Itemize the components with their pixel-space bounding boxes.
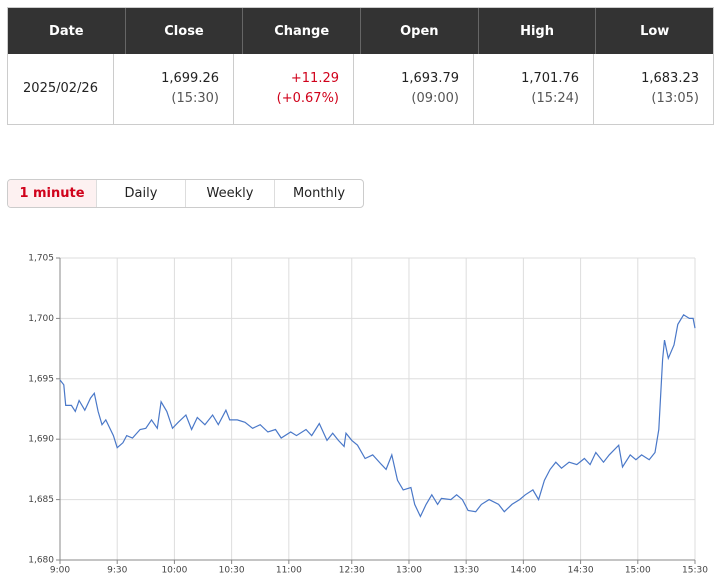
y-tick-label: 1,685 (28, 495, 54, 505)
data-cell: 1,693.79 (09:00) (353, 54, 473, 124)
x-tick-label: 14:30 (568, 566, 594, 576)
main-value: 1,699.26 (161, 71, 219, 86)
x-tick-label: 10:30 (219, 566, 245, 576)
tab[interactable]: Daily (96, 180, 185, 207)
x-tick-label: 13:00 (396, 566, 422, 576)
data-cell: 1,701.76 (15:24) (473, 54, 593, 124)
header-row: Date Close Change Open High Low (8, 8, 713, 54)
main-value: 2025/02/26 (23, 81, 98, 96)
x-tick-label: 15:30 (682, 566, 708, 576)
sub-value: (+0.67%) (276, 91, 339, 106)
header-cell: Open (360, 8, 478, 54)
tab[interactable]: Weekly (185, 180, 274, 207)
data-cell: 2025/02/26 (8, 54, 113, 124)
sub-value: (15:24) (531, 91, 579, 106)
x-tick-label: 9:00 (50, 566, 70, 576)
x-tick-label: 14:00 (510, 566, 536, 576)
header-cell: Date (49, 23, 84, 39)
chart: 1,680 1,685 1,690 1,695 1,700 1,705 9:00 9:30 10… (28, 254, 708, 576)
main-value: 1,701.76 (521, 71, 579, 86)
x-tick-label: 15:00 (625, 566, 651, 576)
tab[interactable]: Monthly (274, 180, 363, 207)
x-tick-label: 11:00 (276, 566, 302, 576)
y-tick-label: 1,680 (28, 556, 54, 566)
header-cell: High (477, 8, 596, 54)
main-value: 1,683.23 (641, 71, 699, 86)
x-tick-label: 12:30 (339, 566, 365, 576)
main-value: 1,693.79 (401, 71, 459, 86)
interval-tabs: 1 minute Daily Weekly Monthly (7, 179, 364, 208)
main-value: +11.29 (290, 71, 339, 86)
x-tick-label: 13:30 (453, 566, 479, 576)
price-line (59, 313, 696, 518)
y-tick-label: 1,695 (28, 374, 54, 384)
y-tick-label: 1,705 (28, 254, 54, 264)
header-cell: Close (124, 8, 243, 54)
sub-value: (09:00) (411, 91, 459, 106)
header-cell: Low (595, 8, 713, 54)
y-tick-label: 1,690 (28, 435, 54, 445)
x-tick-label: 10:00 (161, 566, 187, 576)
header-cell: Change (242, 8, 360, 54)
data-cell: +11.29 (+0.67%) (233, 54, 353, 124)
data-cell: 1,699.26 (15:30) (113, 54, 233, 124)
sub-value: (15:30) (171, 91, 219, 106)
quote-table: Date Close Change Open High Low 2025/02/26 1,69… (7, 7, 714, 125)
tab[interactable]: 1 minute (8, 180, 96, 207)
data-cell: 1,683.23 (13:05) (593, 54, 713, 124)
sub-value: (13:05) (651, 91, 699, 106)
data-row: 2025/02/26 1,699.26 (15:30) +11.29 (+0.67%) 1… (8, 54, 713, 124)
x-tick-label: 9:30 (107, 566, 127, 576)
y-tick-label: 1,700 (28, 314, 54, 324)
